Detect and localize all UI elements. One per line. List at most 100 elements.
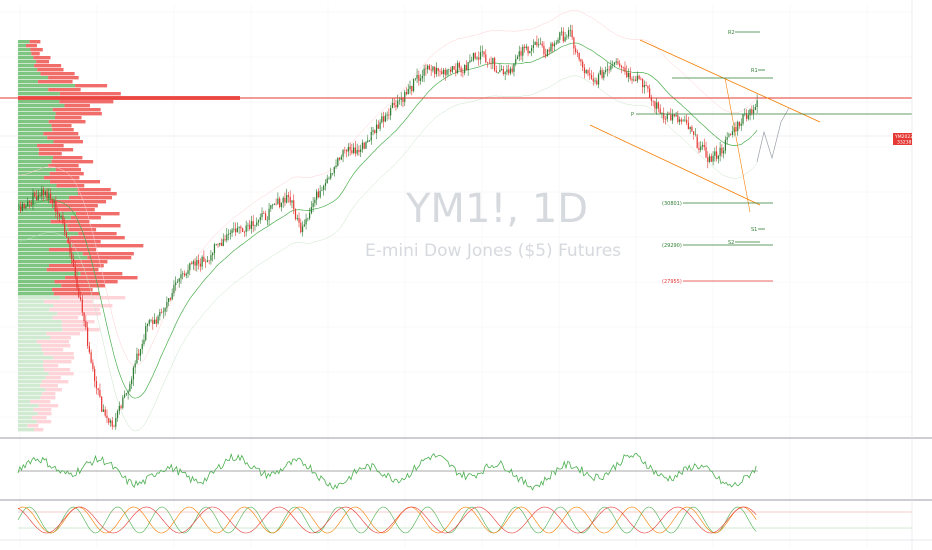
- watermark-description: E-mini Dow Jones ($5) Futures: [365, 241, 621, 261]
- candle-body: [277, 198, 279, 204]
- volume-bar-down: [48, 264, 104, 268]
- candle-body: [481, 51, 483, 53]
- candle-body: [353, 147, 355, 153]
- candle-body: [296, 218, 298, 220]
- candle-body: [501, 68, 503, 70]
- candle-body: [529, 51, 531, 54]
- volume-bar-down: [62, 328, 100, 332]
- candle-body: [65, 232, 68, 238]
- candle-body: [41, 189, 43, 197]
- candle-body: [754, 106, 756, 110]
- candle-body: [148, 320, 150, 324]
- candle-body: [499, 69, 501, 73]
- candle-body: [485, 54, 487, 63]
- candle-body: [171, 293, 173, 300]
- candle-body: [627, 72, 630, 78]
- volume-bar-down: [43, 176, 80, 180]
- candle-body: [689, 126, 691, 130]
- candle-body: [236, 227, 238, 233]
- candle-body: [444, 69, 446, 75]
- candle-body: [629, 72, 631, 79]
- volume-bar-down: [33, 408, 52, 412]
- volume-bar-down: [53, 292, 100, 296]
- candle-body: [134, 363, 136, 368]
- candle-body: [617, 61, 619, 64]
- volume-bar-down: [34, 64, 62, 68]
- candle-body: [604, 70, 607, 73]
- candle-body: [710, 156, 712, 162]
- candle-body: [418, 74, 420, 81]
- volume-bar-up: [18, 260, 72, 264]
- candle-body: [404, 92, 406, 102]
- volume-bar-down: [67, 224, 121, 228]
- candle-body: [423, 68, 425, 76]
- candle-body: [700, 146, 702, 150]
- candle-body: [67, 237, 69, 242]
- candle-body: [23, 203, 25, 209]
- candle-body: [527, 46, 529, 54]
- volume-bar-down: [31, 416, 47, 420]
- projection-path: [756, 107, 790, 163]
- candle-body: [525, 46, 527, 49]
- volume-bar-down: [71, 244, 144, 248]
- candle-body: [307, 218, 309, 220]
- candle-body: [160, 311, 163, 313]
- candle-body: [592, 78, 594, 82]
- candle-body: [737, 121, 739, 132]
- candle-body: [347, 146, 349, 152]
- volume-bar-down: [68, 196, 113, 200]
- upper-band: [18, 9, 758, 366]
- candle-body: [534, 42, 536, 45]
- candle-body: [427, 65, 429, 70]
- volume-bar-up: [18, 108, 53, 112]
- pivot-level-p: P: [631, 112, 912, 118]
- volume-bar-down: [54, 116, 82, 120]
- candle-body: [562, 31, 564, 42]
- candle-body: [275, 203, 277, 205]
- candle-body: [109, 420, 112, 423]
- volume-bar-up: [18, 80, 38, 84]
- candle-body: [522, 46, 524, 56]
- candle-body: [164, 307, 166, 312]
- volume-bar-down: [43, 132, 79, 136]
- pivot-level-label: (30801): [662, 201, 682, 207]
- candle-body: [492, 57, 494, 64]
- volume-bar-up: [18, 320, 62, 324]
- price-tag-value: 33238: [897, 140, 911, 146]
- volume-bar-up: [18, 100, 60, 104]
- candle-body: [363, 142, 365, 149]
- candle-body: [377, 124, 379, 129]
- candle-body: [252, 221, 254, 226]
- candle-body: [222, 239, 224, 246]
- candle-body: [35, 196, 38, 201]
- candle-body: [83, 312, 85, 322]
- candle-body: [386, 114, 388, 116]
- candle-body: [659, 108, 661, 114]
- candle-body: [382, 116, 385, 122]
- volume-bar-up: [18, 216, 71, 220]
- volume-bar-up: [18, 84, 76, 88]
- volume-bar-down: [51, 124, 72, 128]
- candle-body: [358, 149, 360, 152]
- pivot-level-label: R1: [751, 68, 758, 74]
- candle-body: [451, 66, 453, 72]
- indicator-panes: [0, 437, 932, 541]
- candle-body: [497, 72, 499, 73]
- volume-bar-up: [18, 296, 60, 300]
- candle-body: [756, 100, 758, 107]
- volume-bar-up: [18, 284, 62, 288]
- candle-body: [183, 273, 186, 276]
- volume-bar-up: [18, 64, 35, 68]
- candle-body: [437, 67, 439, 72]
- volume-bar-up: [18, 420, 37, 424]
- candle-body: [652, 100, 654, 102]
- candle-body: [247, 224, 249, 226]
- candle-body: [273, 203, 275, 205]
- candle-body: [453, 66, 455, 70]
- volume-bar-down: [40, 396, 56, 400]
- candle-body: [421, 75, 423, 79]
- candle-body: [227, 233, 230, 235]
- stochastic-line: [17, 506, 757, 534]
